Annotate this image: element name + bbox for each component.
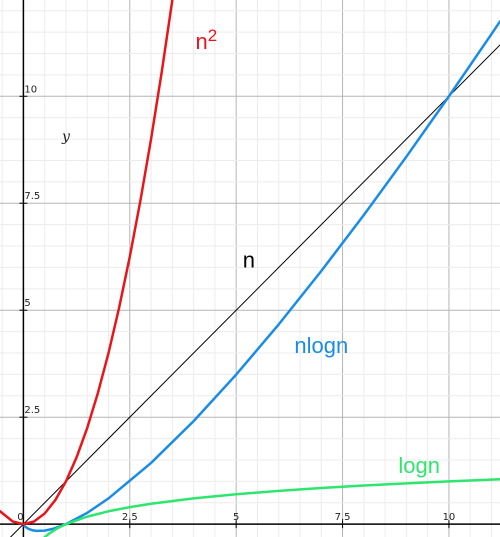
series-line-n2 bbox=[0, 0, 174, 526]
y-tick-label: 5 bbox=[24, 298, 30, 309]
series-label-n: n bbox=[243, 247, 255, 272]
origin-label: 0 bbox=[17, 512, 23, 523]
y-tick-label: 2.5 bbox=[24, 405, 40, 416]
series-line-n bbox=[9, 44, 500, 537]
series-line-logn bbox=[43, 478, 500, 537]
x-tick-label: 7.5 bbox=[335, 512, 351, 523]
y-tick-label: 7.5 bbox=[24, 191, 40, 202]
series-label-logn: logn bbox=[398, 453, 440, 478]
series-label-nlogn: nlogn bbox=[294, 333, 348, 358]
x-tick-label: 2.5 bbox=[122, 512, 138, 523]
y-tick-label: 10 bbox=[24, 84, 37, 95]
series-label-n2: n2 bbox=[196, 26, 218, 54]
x-tick-label: 10 bbox=[443, 512, 456, 523]
y-axis-title: y bbox=[61, 129, 71, 145]
ticks: 2.5 5 7.5 10 2.5 5 7.5 10 bbox=[19, 84, 456, 529]
x-tick-label: 5 bbox=[233, 512, 239, 523]
series-labels: n n2 nlogn logn bbox=[196, 26, 440, 478]
series-line-nlogn bbox=[23, 20, 500, 533]
